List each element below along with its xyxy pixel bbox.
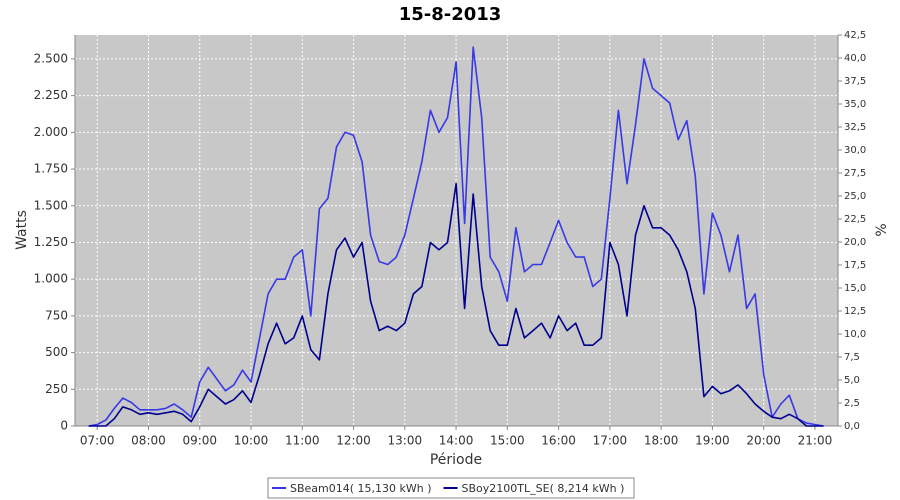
x-tick-label: 17:00 [593, 434, 628, 448]
y-tick-label: 1.250 [34, 235, 68, 249]
x-tick-label: 11:00 [285, 434, 320, 448]
y2-tick-label: 30,0 [844, 145, 866, 156]
y2-tick-label: 22,5 [844, 214, 866, 225]
x-tick-label: 21:00 [798, 434, 833, 448]
y2-tick-label: 25,0 [844, 191, 866, 202]
x-tick-label: 19:00 [695, 434, 730, 448]
y2-tick-label: 35,0 [844, 99, 866, 110]
y2-tick-label: 15,0 [844, 283, 866, 294]
x-tick-label: 07:00 [80, 434, 115, 448]
x-axis-label: Période [430, 452, 482, 468]
y2-tick-label: 17,5 [844, 260, 866, 271]
x-tick-label: 14:00 [439, 434, 474, 448]
y-tick-label: 1.000 [34, 272, 68, 286]
series-line [88, 46, 824, 427]
y2-tick-label: 10,0 [844, 329, 866, 340]
x-tick-label: 10:00 [234, 434, 269, 448]
y-tick-label: 0 [60, 419, 68, 433]
series-line [88, 182, 824, 427]
y2-tick-label: 37,5 [844, 76, 866, 87]
y-tick-label: 1.750 [34, 162, 68, 176]
y-tick-label: 1.500 [34, 198, 68, 212]
x-tick-label: 20:00 [746, 434, 781, 448]
y-tick-label: 2.500 [34, 51, 68, 65]
y-tick-label: 250 [45, 382, 68, 396]
y2-tick-label: 2,5 [844, 398, 860, 409]
x-tick-label: 12:00 [336, 434, 371, 448]
y-tick-label: 2.250 [34, 88, 68, 102]
y2-tick-label: 32,5 [844, 122, 866, 133]
y2-axis-label: % [874, 223, 890, 236]
x-tick-label: 15:00 [490, 434, 525, 448]
y2-tick-label: 40,0 [844, 53, 866, 64]
y2-tick-label: 27,5 [844, 168, 866, 179]
chart-title: 15-8-2013 [399, 4, 502, 25]
y-tick-label: 750 [45, 308, 68, 322]
y2-tick-label: 42,5 [844, 30, 866, 41]
y2-tick-label: 7,5 [844, 352, 860, 363]
legend-label: SBeam014( 15,130 kWh ) [290, 482, 432, 495]
x-tick-label: 13:00 [388, 434, 423, 448]
y2-tick-label: 5,0 [844, 375, 860, 386]
x-tick-label: 18:00 [644, 434, 679, 448]
y2-tick-label: 12,5 [844, 306, 866, 317]
legend-label: SBoy2100TL_SE( 8,214 kWh ) [462, 482, 625, 495]
x-tick-label: 09:00 [182, 434, 217, 448]
y2-tick-label: 20,0 [844, 237, 866, 248]
y-tick-label: 2.000 [34, 125, 68, 139]
x-tick-label: 08:00 [131, 434, 166, 448]
x-tick-label: 16:00 [541, 434, 576, 448]
y-axis-label: Watts [14, 210, 30, 250]
y2-tick-label: 0,0 [844, 421, 860, 432]
y-tick-label: 500 [45, 345, 68, 359]
